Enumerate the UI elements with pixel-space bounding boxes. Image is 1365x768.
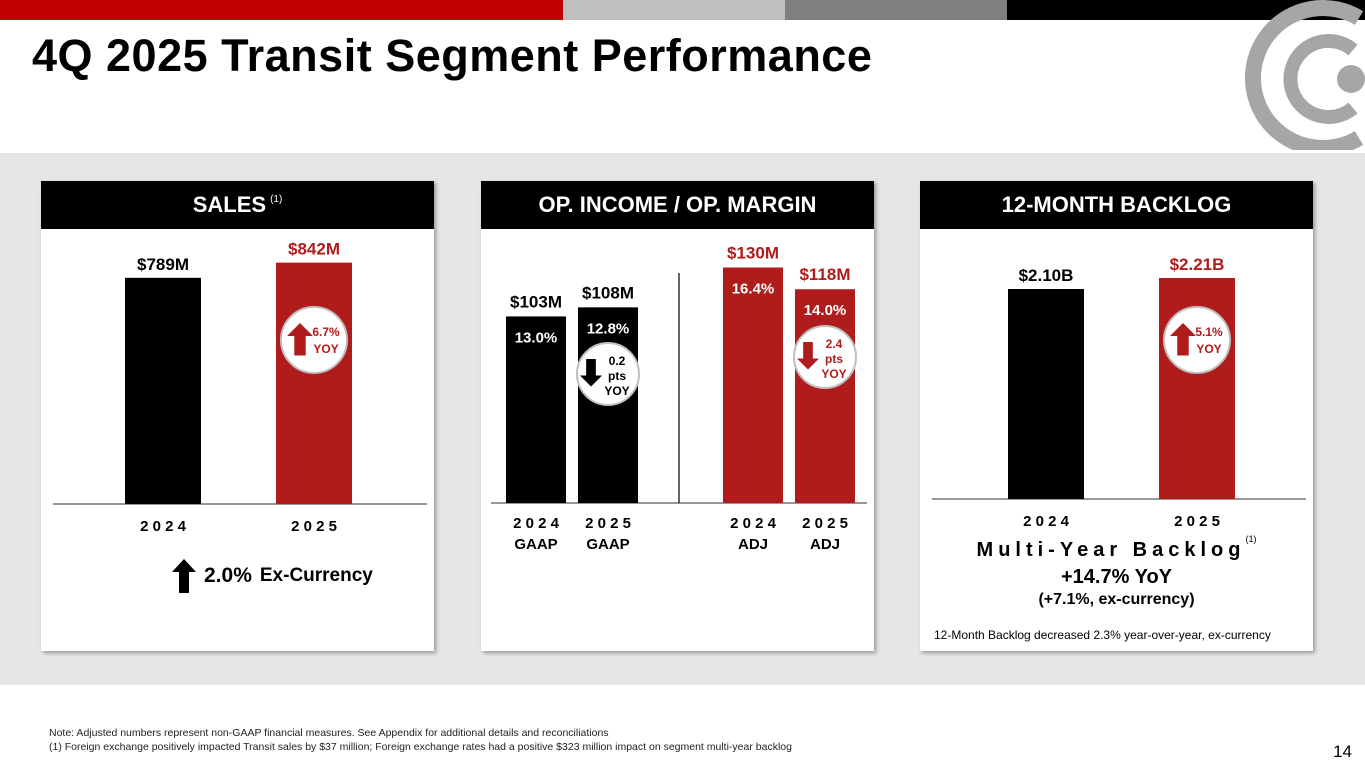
op-gaap-yoy-unit: pts — [608, 369, 626, 383]
sales-tick-2025: 2 0 2 5 — [291, 518, 337, 535]
opincome-panel: OP. INCOME / OP. MARGIN $103M 13.0% 2 0 2 … — [481, 181, 874, 651]
backlog-yoy-label: YOY — [1196, 342, 1221, 356]
op-value-label-2025-GAAP: $108M — [582, 283, 634, 302]
top-bar-light-gray — [563, 0, 785, 20]
op-adj-yoy-label: YOY — [821, 367, 846, 381]
backlog-panel: 12-MONTH BACKLOG $2.10B 2 0 2 4 $2.21B 2 0 … — [920, 181, 1313, 651]
op-margin-label-2025-ADJ: 14.0% — [804, 302, 847, 319]
up-arrow-icon — [172, 559, 196, 593]
backlog-header-label: 12-MONTH BACKLOG — [1001, 192, 1232, 217]
backlog-note: 12-Month Backlog decreased 2.3% year-ove… — [934, 628, 1271, 642]
op-value-label-2025-ADJ: $118M — [799, 265, 850, 284]
op-tick-year-2025-GAAP: 2 0 2 5 — [585, 515, 631, 532]
multi-year-backlog-ex-currency: (+7.1%, ex-currency) — [1038, 591, 1195, 608]
sales-yoy-value: 6.7% — [312, 325, 340, 339]
ex-currency-callout: 2.0% Ex-Currency — [172, 559, 373, 593]
op-tick-basis-2025-GAAP: GAAP — [586, 536, 629, 553]
multi-year-backlog-title: Multi-Year Backlog(1) — [920, 534, 1313, 562]
backlog-yoy-badge — [1163, 306, 1231, 374]
op-gaap-yoy-value: 0.2 — [609, 354, 626, 368]
op-adj-yoy-badge — [793, 325, 857, 389]
footnote-note: Note: Adjusted numbers represent non-GAA… — [49, 727, 609, 739]
op-margin-label-2025-GAAP: 12.8% — [587, 320, 630, 337]
op-margin-label-2024-ADJ: 16.4% — [732, 280, 775, 297]
backlog-header: 12-MONTH BACKLOG — [920, 181, 1313, 229]
op-bar-2024-GAAP — [506, 316, 566, 503]
op-bar-2024-ADJ — [723, 267, 783, 503]
op-tick-year-2024-GAAP: 2 0 2 4 — [513, 515, 560, 532]
top-bar-dark-gray — [785, 0, 1007, 20]
sales-tick-2024: 2 0 2 4 — [140, 518, 187, 535]
backlog-tick-2024: 2 0 2 4 — [1023, 513, 1070, 530]
ex-currency-label: Ex-Currency — [259, 565, 373, 586]
ex-currency-value: 2.0% — [204, 564, 252, 587]
backlog-yoy-value: 5.1% — [1195, 325, 1223, 339]
opincome-header: OP. INCOME / OP. MARGIN — [481, 181, 874, 229]
op-value-label-2024-ADJ: $130M — [727, 243, 779, 262]
sales-yoy-badge — [280, 306, 348, 374]
sales-value-label-2025: $842M — [288, 240, 340, 259]
op-gaap-yoy-badge — [576, 342, 640, 406]
multi-year-backlog-yoy: +14.7% YoY — [1061, 566, 1172, 588]
op-tick-year-2024-ADJ: 2 0 2 4 — [730, 515, 777, 532]
footnote-1: (1) Foreign exchange positively impacted… — [49, 741, 792, 753]
sales-header: SALES (1) — [41, 181, 434, 229]
top-bar-black — [1007, 0, 1365, 20]
op-margin-label-2024-GAAP: 13.0% — [515, 329, 558, 346]
sales-value-label-2024: $789M — [137, 255, 189, 274]
sales-chart: $789M 2 0 2 4 $842M 2 0 2 5 6.7% YOY — [53, 240, 427, 535]
sales-yoy-label: YOY — [313, 342, 338, 356]
backlog-value-label-2024: $2.10B — [1019, 266, 1074, 285]
op-tick-year-2025-ADJ: 2 0 2 5 — [802, 515, 848, 532]
multi-year-backlog-title-text: Multi-Year Backlog — [976, 539, 1246, 561]
page-title: 4Q 2025 Transit Segment Performance — [32, 30, 873, 81]
circular-arc-logo-icon — [1245, 0, 1365, 150]
backlog-value-label-2025: $2.21B — [1170, 255, 1225, 274]
opincome-header-label: OP. INCOME / OP. MARGIN — [538, 192, 817, 217]
op-adj-yoy-value: 2.4 — [826, 337, 843, 351]
backlog-bar-2024 — [1008, 289, 1084, 499]
sales-footnote-ref: (1) — [270, 193, 283, 205]
sales-bar-2024 — [125, 277, 201, 504]
up-arrow-icon — [1170, 323, 1196, 356]
op-adj-yoy-unit: pts — [825, 352, 843, 366]
op-tick-basis-2025-ADJ: ADJ — [810, 536, 840, 553]
page-number: 14 — [1333, 742, 1352, 761]
down-arrow-icon — [797, 342, 819, 370]
opincome-chart: $103M 13.0% 2 0 2 4 GAAP $108M 12.8% 2 0 2 5 GA… — [491, 243, 867, 553]
op-gaap-yoy-label: YOY — [604, 384, 629, 398]
op-tick-basis-2024-GAAP: GAAP — [514, 536, 557, 553]
op-tick-basis-2024-ADJ: ADJ — [738, 536, 768, 553]
top-bar-red — [0, 0, 563, 20]
op-value-label-2024-GAAP: $103M — [510, 292, 562, 311]
sales-bar-2025 — [276, 262, 352, 504]
backlog-tick-2025: 2 0 2 5 — [1174, 513, 1220, 530]
footnotes: Note: Adjusted numbers represent non-GAA… — [49, 726, 792, 754]
op-bar-2025-ADJ — [795, 289, 855, 503]
sales-panel: SALES (1) $789M 2 0 2 4 $842M 2 0 2 5 6.7% YOY… — [41, 181, 434, 651]
multi-year-footnote-ref: (1) — [1245, 534, 1257, 545]
backlog-chart: $2.10B 2 0 2 4 $2.21B 2 0 2 5 5.1% YOY — [932, 255, 1306, 530]
sales-header-label: SALES — [192, 192, 267, 217]
down-arrow-icon — [580, 359, 602, 387]
up-arrow-icon — [287, 323, 313, 356]
